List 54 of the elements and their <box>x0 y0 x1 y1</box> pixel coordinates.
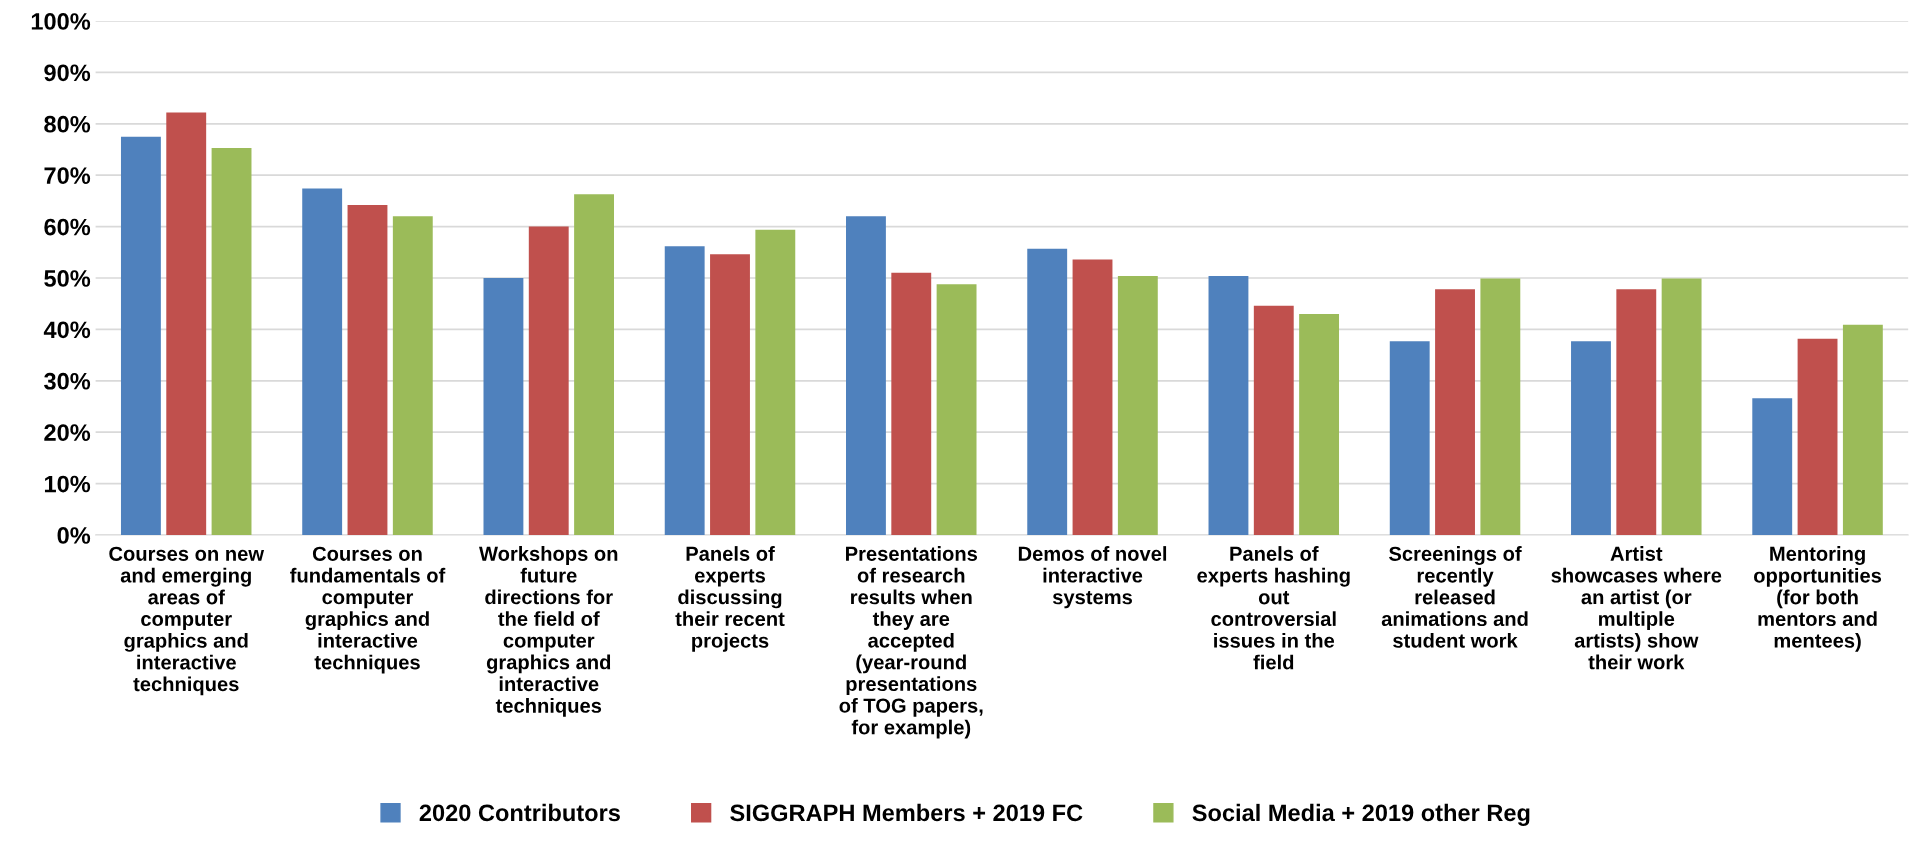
x-tick-label: Courses on fundamentals of computer graphics and interactive techniques <box>290 546 446 674</box>
bar <box>166 112 207 535</box>
bar <box>1797 338 1838 535</box>
y-tick-label: 80% <box>44 115 91 133</box>
bar <box>483 278 524 535</box>
x-tick-label: Panels of experts discussing their recent projects <box>675 546 785 652</box>
x-tick-label: Mentoring opportunities (for both mentors and mentees) <box>1754 546 1882 652</box>
x-tick-label: Courses on new and emerging areas of computer graphics and interactive techniques <box>109 546 265 696</box>
bar <box>1616 289 1657 535</box>
y-tick-label: 0% <box>57 527 91 544</box>
y-tick-label: 10% <box>44 475 91 493</box>
bar <box>1072 259 1113 535</box>
y-tick-label: 70% <box>44 167 91 184</box>
x-tick-label: Artist showcases where an artist (or multiple artists) show their work <box>1551 546 1722 670</box>
bar <box>891 272 932 535</box>
bar <box>1571 341 1611 535</box>
bar <box>1842 324 1883 535</box>
bar <box>1389 341 1430 535</box>
bar <box>1117 275 1158 535</box>
y-tick-label: 90% <box>44 64 91 82</box>
category-label: Presentations of research results when they are accepted (year-round presentations of TOG papers, for example) <box>839 546 983 739</box>
y-tick-label: 30% <box>44 372 91 390</box>
bar <box>528 226 569 535</box>
bar <box>1661 278 1702 535</box>
bar <box>574 194 614 535</box>
bar <box>211 147 252 535</box>
bar <box>1253 305 1294 535</box>
y-tick-label: 40% <box>43 321 91 339</box>
bar <box>755 229 796 535</box>
x-tick-label: Panels of experts hashing out controversial issues in the field <box>1197 546 1350 670</box>
bar <box>710 254 750 535</box>
bar <box>392 216 433 535</box>
y-tick-label: 50% <box>44 270 91 287</box>
bar <box>1752 398 1793 535</box>
bar <box>1299 313 1340 535</box>
bar <box>664 246 705 535</box>
x-tick-label: Workshops on future directions for the field of computer graphics and interactive techniques <box>479 546 618 717</box>
legend-label: 2020 Contributors <box>419 803 620 822</box>
bar <box>846 216 886 535</box>
y-tick-label: 60% <box>44 218 91 236</box>
bar <box>1027 248 1068 535</box>
bar <box>1480 278 1521 535</box>
x-tick-label: Screenings of recently released animations and student work <box>1381 546 1528 648</box>
bar <box>302 188 343 535</box>
bar <box>936 284 977 535</box>
bar <box>1435 289 1475 535</box>
legend-label: Social Media + 2019 other Reg <box>1192 803 1530 826</box>
y-tick-label: 100% <box>31 13 91 30</box>
bar <box>347 205 388 535</box>
legend-label: SIGGRAPH Members + 2019 FC <box>730 803 1083 822</box>
bar <box>120 136 161 535</box>
y-tick-label: 20% <box>44 424 91 441</box>
x-tick-label: Demos of novel interactive systems <box>1018 546 1167 609</box>
bar <box>1208 275 1249 535</box>
